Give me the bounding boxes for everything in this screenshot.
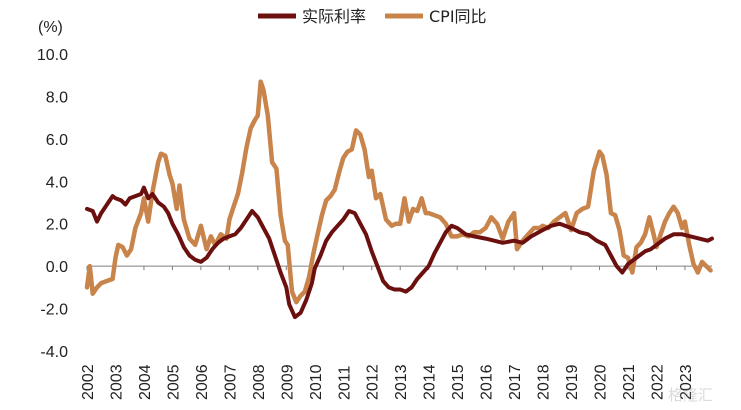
x-tick-label: 2009 [279,364,296,400]
series-lines [84,79,714,320]
series-line-cpi [84,79,713,305]
legend-label-real-rate: 实际利率 [302,7,366,26]
x-tick-label: 2008 [251,364,268,400]
legend-label-cpi: CPI同比 [429,7,487,26]
series-line-real-rate [85,185,714,320]
x-tick-label: 2020 [593,364,610,400]
x-tick-label: 2021 [621,364,638,400]
y-tick-label: 0.0 [46,259,68,276]
x-tick-label: 2005 [165,364,182,400]
x-tick-label: 2013 [393,364,410,400]
y-tick-label: 4.0 [46,174,68,191]
x-tick-label: 2016 [479,364,496,400]
y-tick-label: 8.0 [46,89,68,106]
x-tick-label: 2018 [536,364,553,400]
x-tick-label: 2012 [365,364,382,400]
x-axis-ticks: 2002 2003 2004 2005 2006 2007 2008 2009 2010 2011… [80,266,695,400]
x-tick-label: 2014 [422,364,439,400]
x-tick-label: 2023 [678,364,695,400]
x-tick-label: 2010 [308,364,325,400]
x-tick-label: 2017 [507,364,524,400]
y-tick-label: 2.0 [46,217,68,234]
x-tick-label: 2003 [108,364,125,400]
x-tick-label: 2002 [80,364,97,400]
x-tick-label: 2007 [222,364,239,400]
x-tick-label: 2011 [336,365,353,400]
y-tick-label: -2.0 [40,302,68,319]
x-tick-label: 2006 [194,364,211,400]
y-axis-unit-label: (%) [38,19,63,36]
watermark: 格隆汇 [668,386,713,404]
legend: 实际利率 CPI同比 [258,7,487,26]
y-axis-ticks: 10.0 8.0 6.0 4.0 2.0 0.0 -2.0 -4.0 [37,47,68,361]
y-tick-label: -4.0 [40,344,68,361]
y-tick-label: 10.0 [37,47,68,64]
x-tick-label: 2022 [649,364,666,400]
x-tick-label: 2004 [137,364,154,400]
y-tick-label: 6.0 [46,132,68,149]
watermark-text: 格隆汇 [668,386,713,404]
x-tick-label: 2019 [564,364,581,400]
x-tick-label: 2015 [450,364,467,400]
